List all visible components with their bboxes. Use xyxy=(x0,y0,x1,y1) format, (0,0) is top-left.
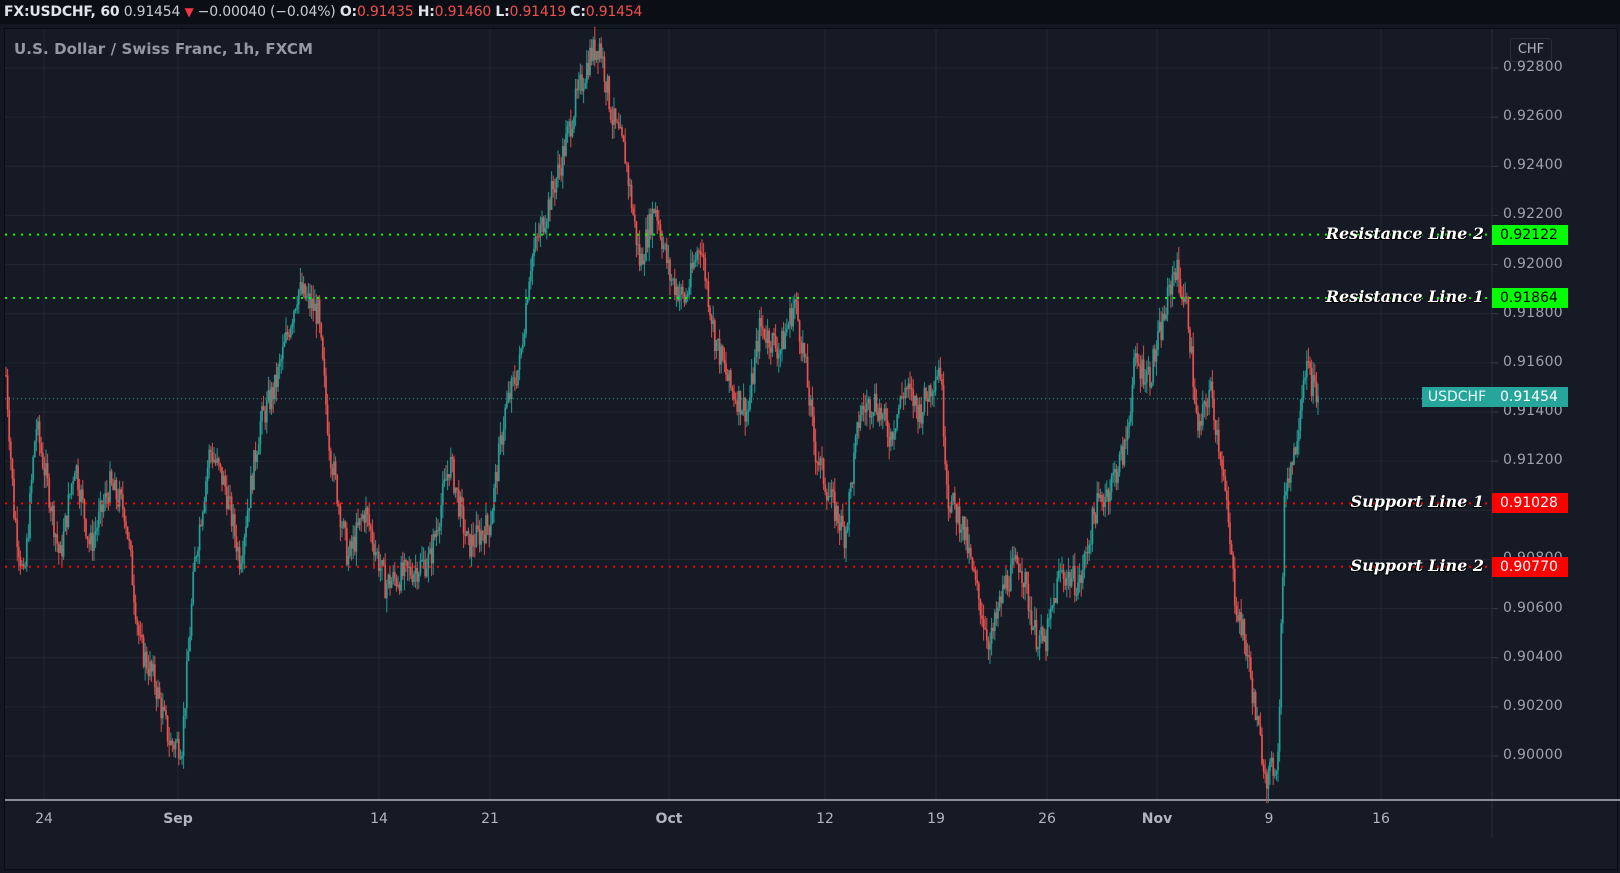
time-tick-label: 9 xyxy=(1264,811,1274,827)
price-tick-label: 0.92200 xyxy=(1503,206,1563,223)
price-tick-label: 0.91800 xyxy=(1503,304,1563,321)
level-label: Resistance Line 1 xyxy=(1325,286,1484,306)
symbol-interval[interactable]: FX:USDCHF, 60 xyxy=(4,4,120,20)
triangle-down-icon: ▼ xyxy=(184,5,194,19)
price-tick-label: 0.91600 xyxy=(1503,353,1563,370)
close-label: C: xyxy=(570,4,586,20)
time-tick-label: 19 xyxy=(927,811,945,827)
price-tick-label: 0.91400 xyxy=(1503,403,1563,419)
price-tick-label: 0.90000 xyxy=(1503,747,1563,763)
level-price-tag: 0.91864 xyxy=(1492,287,1568,308)
time-tick-label: 21 xyxy=(481,811,499,827)
time-tick-label: 14 xyxy=(370,811,388,827)
level-label: Support Line 1 xyxy=(1350,492,1484,512)
level-price-tag: 0.90770 xyxy=(1492,556,1568,577)
level-label: Resistance Line 2 xyxy=(1325,223,1484,243)
currency-button[interactable]: CHF xyxy=(1510,38,1552,62)
level-label: Support Line 2 xyxy=(1350,555,1484,575)
time-tick-label: 26 xyxy=(1038,811,1056,827)
price-tick-label: 0.90400 xyxy=(1503,648,1563,665)
time-tick-label: Sep xyxy=(163,811,193,827)
last-price: 0.91454 xyxy=(123,4,181,20)
high-value: 0.91460 xyxy=(434,4,492,20)
low-value: 0.91419 xyxy=(509,4,567,20)
price-tick-label: 0.92600 xyxy=(1503,108,1563,125)
level-price-tag: 0.91028 xyxy=(1492,493,1568,514)
low-label: L: xyxy=(495,4,510,20)
price-tick-label: 0.92400 xyxy=(1503,157,1563,174)
high-label: H: xyxy=(417,4,435,20)
series-legend-title: U.S. Dollar / Swiss Franc, 1h, FXCM xyxy=(14,40,314,58)
symbol-price-tag: USDCHF xyxy=(1422,387,1492,407)
price-tick-label: 0.90600 xyxy=(1503,599,1563,616)
open-label: O: xyxy=(339,4,357,20)
time-tick-label: 24 xyxy=(35,811,53,827)
time-tick-label: Oct xyxy=(655,811,683,827)
price-tick-label: 0.92800 xyxy=(1503,59,1563,75)
price-tick-label: 0.90200 xyxy=(1503,697,1563,714)
time-tick-label: 16 xyxy=(1372,811,1390,827)
time-tick-label: 12 xyxy=(816,811,834,827)
open-value: 0.91435 xyxy=(356,4,414,20)
time-tick-label: Nov xyxy=(1141,811,1173,827)
close-value: 0.91454 xyxy=(585,4,643,20)
price-tick-label: 0.91200 xyxy=(1503,452,1563,469)
chart-pane[interactable] xyxy=(4,28,1618,870)
symbol-header: FX:USDCHF, 60 0.91454 ▼ −0.00040 (−0.04%… xyxy=(0,0,1620,24)
price-change: −0.00040 (−0.04%) xyxy=(197,4,336,20)
price-tick-label: 0.92000 xyxy=(1503,255,1563,272)
level-price-tag: 0.92122 xyxy=(1492,224,1568,245)
last-price-tag: 0.91454 xyxy=(1492,387,1568,407)
